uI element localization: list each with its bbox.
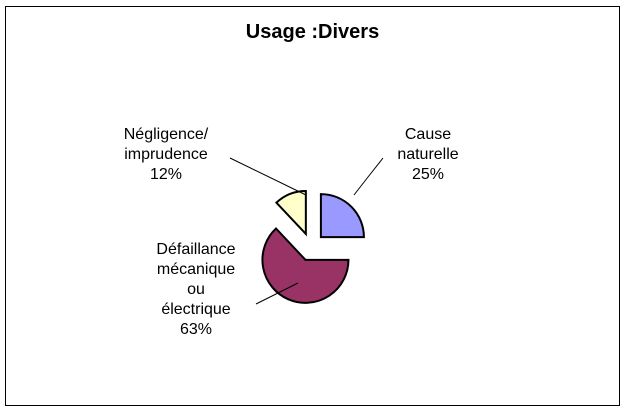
chart-title: Usage :Divers [245,21,380,43]
slice-label-negligence: Négligence/ imprudence 12% [106,125,226,185]
leader-line-cause-naturelle [353,157,384,196]
pie-slice-negligence [274,189,307,237]
slice-label-line: mécanique [156,261,236,278]
slice-label-defaillance: Défaillance mécanique ou électrique 63% [141,240,251,340]
pie-slice-cause-naturelle [319,193,365,239]
slice-label-line: Défaillance [156,241,236,258]
slice-label-line: ou [187,281,205,298]
slice-label-line: Cause [404,126,452,143]
slice-label-line: Négligence/ [123,126,209,143]
slice-label-line: électrique [161,301,231,318]
slice-value-label: 25% [411,166,445,183]
chart-area: Usage :Divers Cause naturelle 25% Néglig… [5,6,620,406]
pie-chart [229,157,384,305]
slice-label-line: naturelle [397,146,459,163]
slice-label-cause-naturelle: Cause naturelle 25% [378,125,478,185]
leader-line-negligence [229,157,307,196]
pie-slice-defaillance [261,227,350,304]
leader-line-defaillance [255,282,299,305]
slice-label-line: imprudence [124,146,208,163]
slice-value-label: 12% [149,166,183,183]
slice-value-label: 63% [179,321,213,338]
